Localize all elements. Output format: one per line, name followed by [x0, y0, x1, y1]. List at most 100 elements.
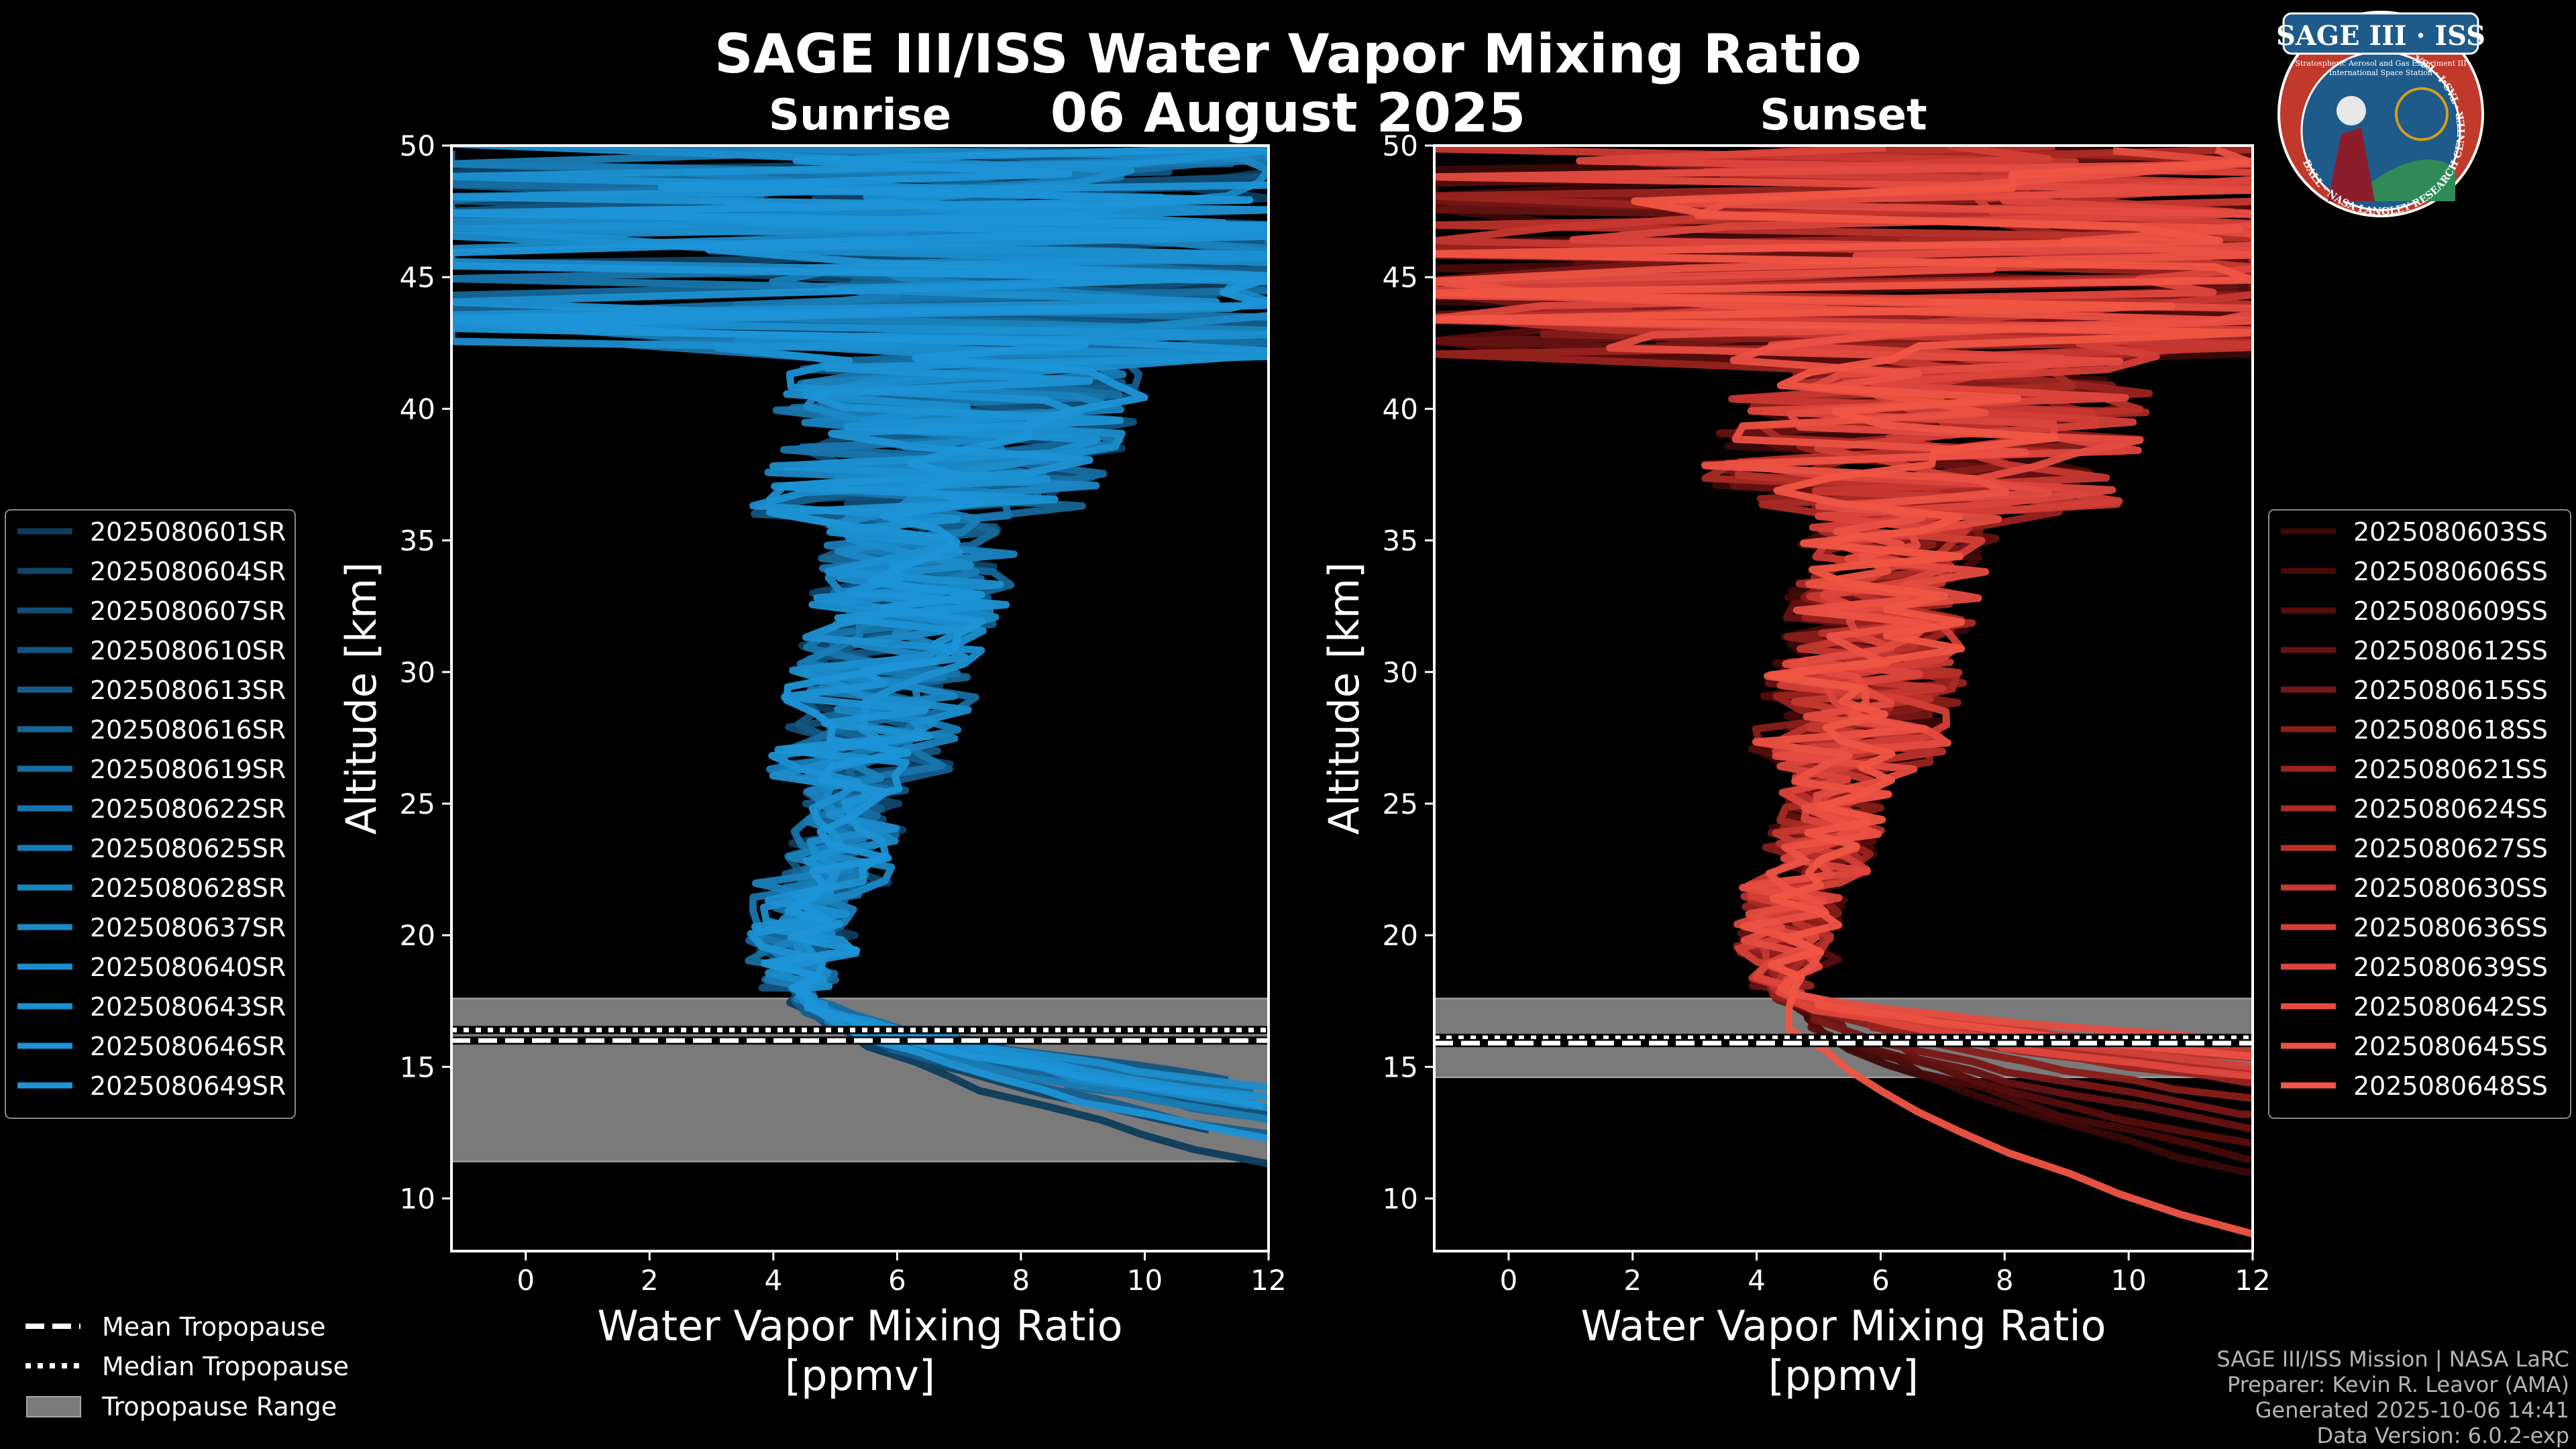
sunset-x-axis-units: [ppmv]	[1768, 1351, 1919, 1400]
legend-label-2025080642SS: 2025080642SS	[2353, 992, 2548, 1022]
badge-subline-1: Stratospheric Aerosol and Gas Experiment…	[2295, 59, 2466, 68]
legend-label-2025080618SS: 2025080618SS	[2353, 715, 2548, 745]
legend-label-2025080606SS: 2025080606SS	[2353, 557, 2548, 586]
sunrise-legend: 2025080601SR 2025080604SR 2025080607SR 2025…	[5, 509, 296, 1119]
legend-label-2025080640SR: 2025080640SR	[90, 953, 286, 982]
y-tick-label: 50	[400, 129, 435, 162]
tropopause-lines	[1434, 1034, 2253, 1048]
legend-label-2025080616SR: 2025080616SR	[90, 715, 286, 745]
sunrise-axes-frame	[450, 144, 1270, 1252]
tropopause-lines	[451, 1026, 1269, 1045]
y-tick-label: 35	[1383, 525, 1418, 557]
badge-title: SAGE III · ISS	[2276, 20, 2485, 52]
y-tick-label: 30	[1383, 656, 1418, 689]
badge-earth-icon	[2348, 159, 2455, 201]
legend-label-2025080639SS: 2025080639SS	[2353, 953, 2548, 982]
legend-label-2025080621SS: 2025080621SS	[2353, 755, 2548, 784]
x-tick-label: 6	[888, 1264, 906, 1297]
axes-frame	[1433, 144, 2254, 1252]
y-tick-label: 20	[400, 919, 435, 952]
legend-label-2025080613SR: 2025080613SR	[90, 676, 286, 705]
y-tick-label: 15	[1383, 1051, 1418, 1083]
y-tick-label: 45	[400, 261, 435, 294]
sunrise-panel: 0 2 4 6 8 10 12 10 15 20 25 30 35 40 45 50 Altitude [km…	[337, 129, 1287, 1400]
sunrise-subtitle: Sunrise	[769, 91, 951, 140]
mean-tropopause-label: Mean Tropopause	[102, 1312, 325, 1342]
y-tick-label: 20	[1383, 919, 1418, 952]
median-tropopause-label: Median Tropopause	[102, 1352, 349, 1381]
sunset-ticks: 0 2 4 6 8 10 12 10 15 20 25 30 35 40 45 50	[1383, 129, 2271, 1297]
credit-data-version: Data Version: 6.0.2-exp	[2316, 1423, 2569, 1448]
y-tick-label: 35	[400, 525, 435, 557]
credits: SAGE III/ISS Mission | NASA LaRC Prepare…	[2216, 1346, 2569, 1448]
x-tick-label: 0	[1500, 1264, 1518, 1297]
x-tick-label: 12	[2235, 1264, 2270, 1297]
tropopause-range-label: Tropopause Range	[101, 1392, 337, 1421]
y-tick-label: 15	[400, 1051, 435, 1083]
figure-title: SAGE III/ISS Water Vapor Mixing Ratio	[714, 23, 1862, 85]
x-tick-label: 10	[2110, 1264, 2146, 1297]
x-tick-label: 8	[1996, 1264, 2014, 1297]
credit-mission: SAGE III/ISS Mission | NASA LaRC	[2216, 1346, 2569, 1372]
sunset-subtitle: Sunset	[1760, 91, 1927, 140]
sunrise-ticks: 0 2 4 6 8 10 12 10 15 20 25 30 35 40 45 50	[400, 129, 1287, 1297]
legend-label-2025080628SR: 2025080628SR	[90, 873, 286, 903]
y-tick-label: 40	[400, 392, 435, 425]
x-tick-label: 0	[517, 1264, 535, 1297]
legend-box	[2268, 509, 2571, 1119]
legend-label-2025080604SR: 2025080604SR	[90, 557, 286, 586]
sunrise-y-axis-label: Altitude [km]	[337, 562, 386, 835]
legend-label-2025080648SS: 2025080648SS	[2353, 1071, 2548, 1101]
x-tick-label: 8	[1012, 1264, 1030, 1297]
badge-figure-icon	[2328, 127, 2375, 201]
sunset-panel: 0 2 4 6 8 10 12 10 15 20 25 30 35 40 45 50 Altitude [km…	[1320, 129, 2271, 1400]
y-tick-label: 10	[400, 1183, 435, 1216]
legend-label-2025080610SR: 2025080610SR	[90, 636, 286, 665]
sunset-legend: 2025080603SS 2025080606SS 2025080609SS 2025…	[2268, 509, 2571, 1119]
credit-generated: Generated 2025-10-06 14:41	[2255, 1397, 2569, 1423]
y-tick-label: 10	[1383, 1183, 1418, 1216]
legend-label-2025080649SR: 2025080649SR	[90, 1071, 286, 1101]
figure-date: 06 August 2025	[1051, 82, 1526, 144]
legend-label-2025080601SR: 2025080601SR	[90, 517, 286, 547]
legend-label-2025080607SR: 2025080607SR	[90, 596, 286, 626]
y-tick-label: 40	[1383, 392, 1418, 425]
x-tick-label: 2	[1623, 1264, 1642, 1297]
legend-label-2025080627SS: 2025080627SS	[2353, 834, 2548, 863]
legend-label-2025080646SR: 2025080646SR	[90, 1032, 286, 1061]
sunset-profiles	[1434, 146, 2253, 1238]
badge-orbit-icon	[2395, 87, 2449, 141]
legend-label-2025080612SS: 2025080612SS	[2353, 636, 2548, 665]
legend-label-2025080622SR: 2025080622SR	[90, 794, 286, 824]
x-tick-label: 2	[641, 1264, 659, 1297]
legend-box	[5, 509, 296, 1119]
badge-subline-2: International Space Station	[2329, 68, 2432, 77]
axes-frame	[450, 144, 1270, 1252]
sage-iii-iss-mission-badge: SAGE III · ISS Stratospheric Aerosol and…	[2276, 11, 2485, 217]
x-tick-label: 4	[1748, 1264, 1766, 1297]
legend-label-2025080609SS: 2025080609SS	[2353, 596, 2548, 626]
y-tick-label: 25	[1383, 788, 1418, 820]
legend-label-2025080643SR: 2025080643SR	[90, 992, 286, 1022]
profile-2025080645SS	[1434, 146, 2253, 1061]
sunset-y-axis-label: Altitude [km]	[1320, 562, 1368, 835]
y-tick-label: 30	[400, 656, 435, 689]
legend-label-2025080637SR: 2025080637SR	[90, 913, 286, 943]
legend-label-2025080615SS: 2025080615SS	[2353, 676, 2548, 705]
tropopause-range-swatch	[26, 1396, 81, 1417]
legend-label-2025080619SR: 2025080619SR	[90, 755, 286, 784]
legend-label-2025080625SR: 2025080625SR	[90, 834, 286, 863]
legend-label-2025080636SS: 2025080636SS	[2353, 913, 2548, 943]
y-tick-label: 25	[400, 788, 435, 820]
y-tick-label: 50	[1383, 129, 1418, 162]
badge-moon-icon	[2337, 96, 2366, 125]
x-tick-label: 4	[764, 1264, 782, 1297]
legend-label-2025080630SS: 2025080630SS	[2353, 873, 2548, 903]
legend-label-2025080624SS: 2025080624SS	[2353, 794, 2548, 824]
sunrise-x-axis-label: Water Vapor Mixing Ratio	[597, 1301, 1122, 1350]
legend-label-2025080603SS: 2025080603SS	[2353, 517, 2548, 547]
legend-label-2025080645SS: 2025080645SS	[2353, 1032, 2548, 1061]
credit-preparer: Preparer: Kevin R. Leavor (AMA)	[2227, 1372, 2569, 1397]
